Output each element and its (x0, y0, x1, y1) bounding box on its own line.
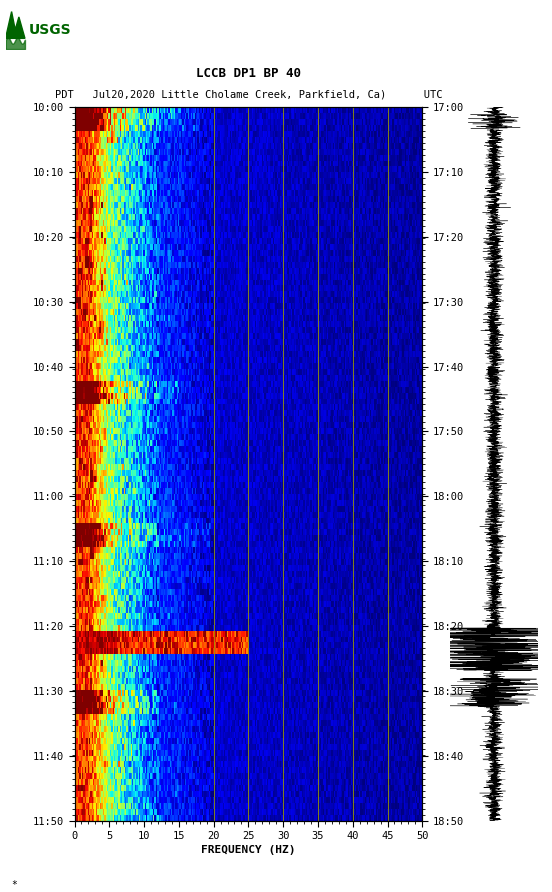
X-axis label: FREQUENCY (HZ): FREQUENCY (HZ) (201, 846, 296, 855)
Text: *: * (11, 880, 17, 890)
Text: LCCB DP1 BP 40: LCCB DP1 BP 40 (196, 67, 301, 80)
Polygon shape (6, 12, 25, 38)
Text: PDT   Jul20,2020 Little Cholame Creek, Parkfield, Ca)      UTC: PDT Jul20,2020 Little Cholame Creek, Par… (55, 90, 442, 100)
Text: USGS: USGS (29, 23, 71, 37)
